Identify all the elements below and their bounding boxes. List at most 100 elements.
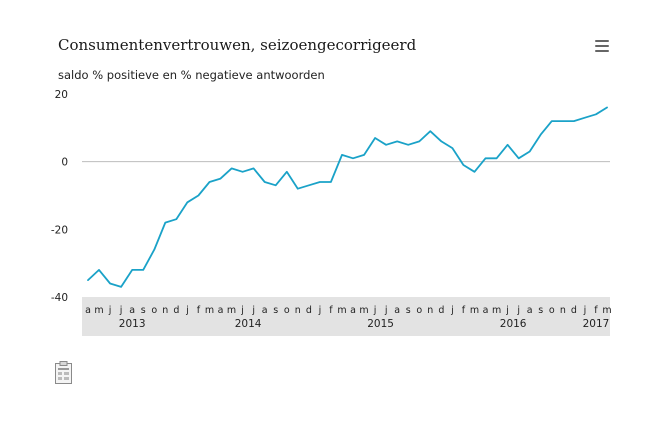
x-year-label: 2013 (119, 318, 146, 330)
x-month-label: m (359, 305, 368, 316)
data-point (175, 218, 177, 220)
data-point (252, 167, 254, 169)
data-point (418, 140, 420, 142)
data-point (319, 181, 321, 183)
data-point (87, 279, 89, 281)
x-month-label: o (151, 305, 157, 316)
x-month-label: m (94, 305, 103, 316)
x-month-label: j (384, 305, 388, 316)
data-point (462, 164, 464, 166)
x-month-label: j (450, 305, 454, 316)
x-month-label: j (108, 305, 112, 316)
x-month-label: d (571, 305, 577, 316)
x-month-label: s (141, 305, 146, 316)
x-month-label: n (295, 305, 301, 316)
data-point (506, 144, 508, 146)
x-month-label: n (162, 305, 168, 316)
y-tick-label: 0 (61, 157, 68, 169)
data-point (142, 269, 144, 271)
data-point (407, 144, 409, 146)
hamburger-menu-icon[interactable] (595, 40, 609, 53)
x-month-label: j (583, 305, 587, 316)
data-point (573, 120, 575, 122)
y-tick-label: 20 (55, 89, 68, 101)
x-month-label: d (173, 305, 179, 316)
x-axis-band (82, 297, 610, 336)
data-point (484, 157, 486, 159)
data-point (275, 184, 277, 186)
x-month-label: a (262, 305, 268, 316)
data-point (374, 137, 376, 139)
x-year-label: 2017 (583, 318, 610, 330)
y-axis-label: saldo % positieve en % negatieve antwoor… (58, 68, 325, 82)
x-month-label: d (306, 305, 312, 316)
data-point (341, 154, 343, 156)
data-point (540, 133, 542, 135)
x-month-label: s (406, 305, 411, 316)
x-month-label: j (373, 305, 377, 316)
x-month-label: f (329, 305, 333, 316)
x-month-label: n (560, 305, 566, 316)
data-point (396, 140, 398, 142)
data-point (219, 177, 221, 179)
x-month-label: o (284, 305, 290, 316)
x-month-label: m (602, 305, 611, 316)
data-point (297, 188, 299, 190)
data-point (308, 184, 310, 186)
x-month-label: j (251, 305, 255, 316)
data-point (230, 167, 232, 169)
data-point (440, 140, 442, 142)
x-month-label: j (318, 305, 322, 316)
x-month-label: f (197, 305, 201, 316)
x-month-label: a (394, 305, 400, 316)
x-month-label: d (438, 305, 444, 316)
data-point (473, 171, 475, 173)
x-month-label: m (205, 305, 214, 316)
data-point (109, 282, 111, 284)
x-month-label: j (516, 305, 520, 316)
x-month-label: a (129, 305, 135, 316)
x-month-label: a (527, 305, 533, 316)
data-point (451, 147, 453, 149)
data-point (562, 120, 564, 122)
x-month-label: j (505, 305, 509, 316)
x-month-label: n (427, 305, 433, 316)
x-month-label: f (594, 305, 598, 316)
x-month-label: a (218, 305, 224, 316)
data-point (164, 221, 166, 223)
data-point (330, 181, 332, 183)
data-point (517, 157, 519, 159)
x-month-label: m (337, 305, 346, 316)
data-point (131, 269, 133, 271)
data-point (120, 286, 122, 288)
data-point (595, 113, 597, 115)
data-point (153, 248, 155, 250)
document-spreadsheet-icon[interactable] (55, 361, 72, 384)
x-year-label: 2016 (500, 318, 527, 330)
y-tick-label: -40 (51, 292, 68, 304)
data-point (98, 269, 100, 271)
data-point (606, 106, 608, 108)
data-point (197, 194, 199, 196)
data-point (208, 181, 210, 183)
data-point (385, 144, 387, 146)
data-point (363, 154, 365, 156)
data-point (352, 157, 354, 159)
y-tick-label: -20 (51, 224, 68, 236)
x-month-label: a (483, 305, 489, 316)
data-point (584, 116, 586, 118)
data-point (241, 171, 243, 173)
x-month-label: m (492, 305, 501, 316)
x-month-label: j (185, 305, 189, 316)
data-point (529, 150, 531, 152)
x-month-label: m (227, 305, 236, 316)
x-year-label: 2014 (235, 318, 262, 330)
x-month-label: a (85, 305, 91, 316)
data-point (286, 171, 288, 173)
x-month-label: o (416, 305, 422, 316)
x-month-label: s (273, 305, 278, 316)
data-point (186, 201, 188, 203)
x-month-label: j (119, 305, 123, 316)
data-point (551, 120, 553, 122)
